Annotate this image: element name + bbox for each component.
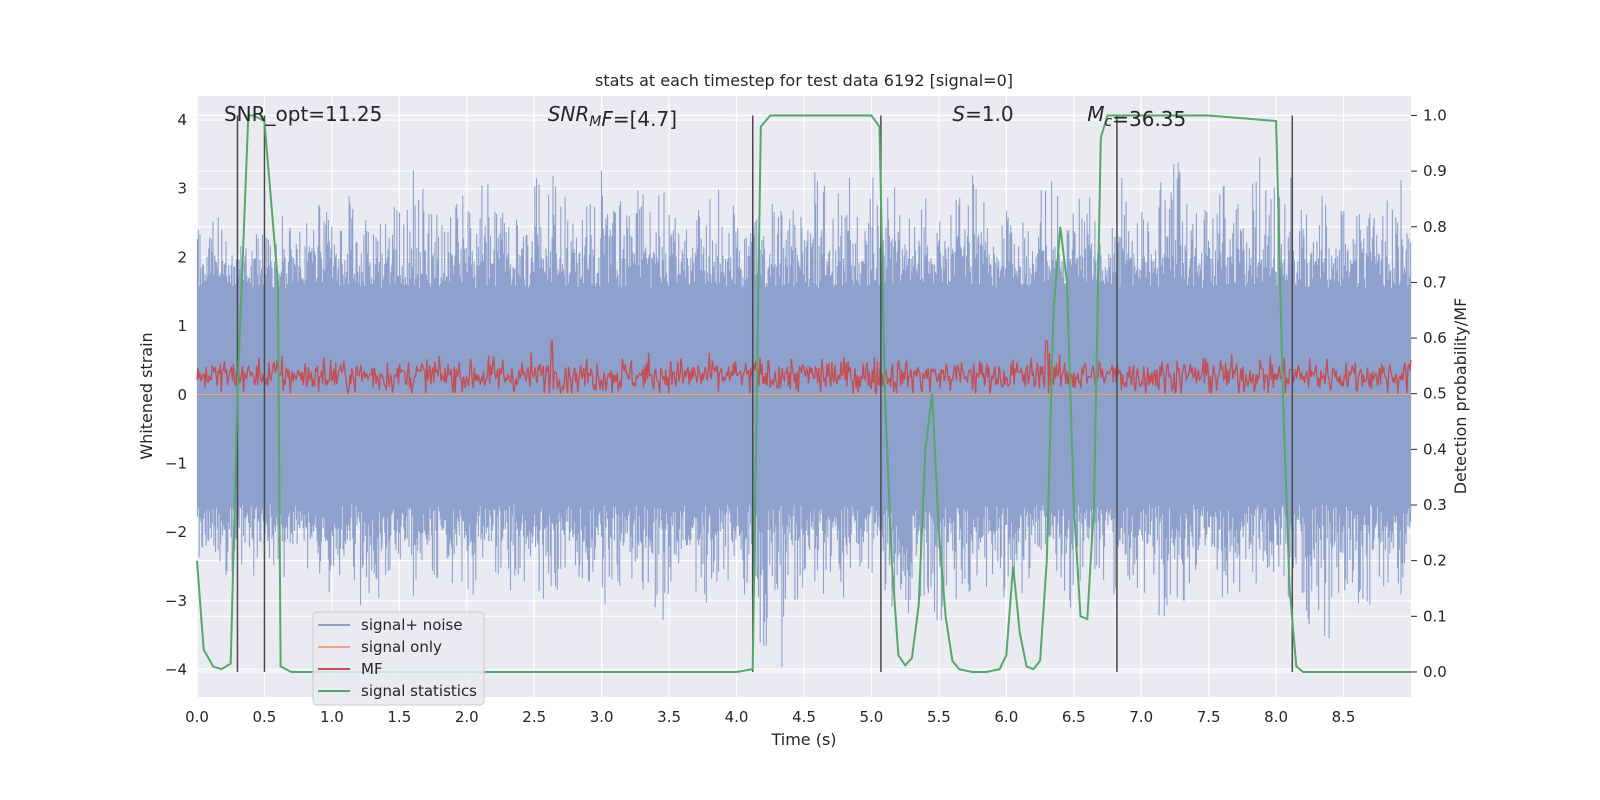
y-left-tick-label: −4 [165,661,187,679]
legend: signal+ noise signal only MF signal stat… [312,611,485,706]
chart-title: stats at each timestep for test data 619… [595,71,1013,90]
legend-label-signal-noise: signal+ noise [361,616,463,634]
annotation-text: S=1.0 [952,102,1013,126]
annotation-part: F [601,107,613,131]
x-tick-label: 8.0 [1264,708,1288,726]
x-tick-label: 5.5 [927,708,951,726]
x-axis-label: Time (s) [770,730,836,749]
annotation-part: SNR_opt=11.25 [224,102,382,126]
x-tick-label: 2.5 [522,708,546,726]
legend-label-signal-statistics: signal statistics [361,682,477,700]
x-tick-label: 1.0 [320,708,344,726]
y-right-tick-label: 0.8 [1423,218,1447,236]
x-tick-label: 6.5 [1062,708,1086,726]
mf-trace [196,340,1412,396]
x-tick-label: 3.0 [590,708,614,726]
x-tick-label: 4.5 [792,708,816,726]
x-tick-label: 7.5 [1197,708,1221,726]
annotation-text: Mc=36.35 [1087,102,1186,131]
y-right-tick-label: 0.6 [1423,329,1447,347]
x-tick-label: 7.0 [1129,708,1153,726]
annotations: SNR_opt=11.25 SNRMF=[4.7] S=1.0 Mc=36.35 [224,102,1186,131]
x-tick-label: 6.0 [994,708,1018,726]
y-left-tick-label: 2 [177,248,187,266]
y-left-tick-label: 4 [177,111,187,129]
legend-label-mf: MF [361,660,383,678]
y-right-tick-label: 0.4 [1423,440,1447,458]
annotation-text: SNR_opt=11.25 [224,102,382,126]
y-left-tick-label: 1 [177,317,187,335]
annotation-part: M [1087,102,1104,126]
x-tick-label: 4.0 [725,708,749,726]
y-left-axis-label: Whitened strain [137,332,156,459]
series-signal-only [197,394,1411,397]
annotation-part: S [952,102,965,126]
annotation-part: =1.0 [965,102,1014,126]
y-left-tick-label: −2 [165,523,187,541]
annotation-part: =[4.7] [613,107,677,131]
series-signal-statistics [196,114,1411,673]
x-tick-label: 3.5 [657,708,681,726]
x-tick-label: 8.5 [1332,708,1356,726]
annotation-part: SNR [548,102,590,126]
x-tick-label: 2.0 [455,708,479,726]
annotation-part: M [589,114,601,130]
x-tick-label: 5.0 [860,708,884,726]
y-right-tick-label: 0.1 [1423,607,1447,625]
y-right-tick-label: 0.7 [1423,273,1447,291]
y-right-axis-label: Detection probability/MF [1451,298,1470,495]
signal-statistics-trace [196,114,1411,673]
y-left-tick-labels: −4 −3 −2 −1 0 1 2 3 4 [165,111,187,678]
y-right-tick-label: 1.0 [1423,106,1447,124]
legend-box [312,611,485,706]
annotation-part: c [1105,114,1113,130]
x-tick-labels: 0.0 0.5 1.0 1.5 2.0 2.5 3.0 3.5 4.0 4.5 5.0 5.5 6.0 6… [185,708,1355,726]
y-left-tick-label: 0 [177,386,187,404]
annotation-text: SNRMF=[4.7] [548,102,677,131]
x-tick-label: 0.5 [253,708,277,726]
y-right-tick-label: 0.2 [1423,552,1447,570]
y-left-tick-label: −3 [165,592,187,610]
y-right-tick-label: 0.3 [1423,496,1447,514]
series-mf [196,340,1412,396]
y-right-tick-labels: 0.0 0.1 0.2 0.3 0.4 0.5 0.6 0.7 0.8 0.9 1.0 [1411,106,1447,681]
annotation-part: =36.35 [1112,107,1186,131]
y-right-tick-label: 0.0 [1423,663,1447,681]
y-right-tick-label: 0.5 [1423,385,1447,403]
y-left-tick-label: −1 [165,454,187,472]
legend-label-signal-only: signal only [361,638,442,656]
x-tick-label: 1.5 [387,708,411,726]
y-right-tick-label: 0.9 [1423,162,1447,180]
y-left-tick-label: 3 [177,180,187,198]
x-tick-label: 0.0 [185,708,209,726]
